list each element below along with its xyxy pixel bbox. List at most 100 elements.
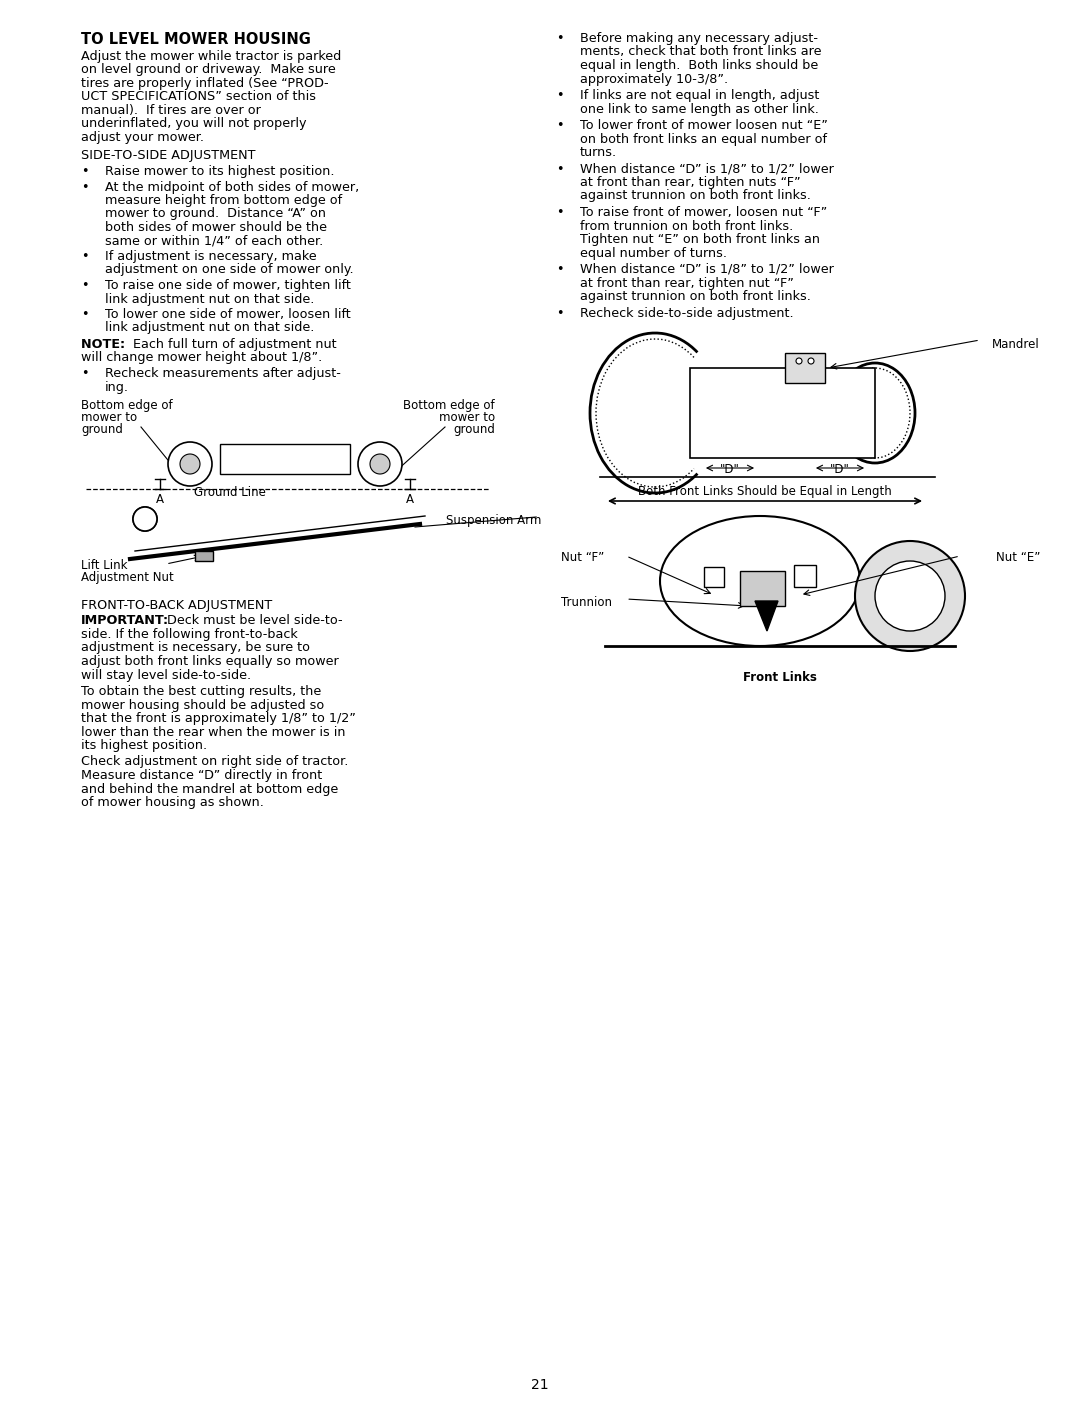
- Text: •: •: [556, 32, 564, 45]
- Text: ing.: ing.: [105, 380, 129, 394]
- Text: Bottom edge of: Bottom edge of: [403, 400, 495, 412]
- Text: adjustment on one side of mower only.: adjustment on one side of mower only.: [105, 264, 353, 276]
- Text: against trunnion on both front links.: against trunnion on both front links.: [580, 290, 811, 303]
- Text: •: •: [556, 307, 564, 320]
- Polygon shape: [755, 601, 778, 631]
- Text: "D": "D": [831, 463, 850, 477]
- Text: Adjust the mower while tractor is parked: Adjust the mower while tractor is parked: [81, 50, 341, 63]
- Text: adjust both front links equally so mower: adjust both front links equally so mower: [81, 655, 339, 667]
- Text: •: •: [556, 264, 564, 276]
- Text: Trunnion: Trunnion: [562, 596, 612, 608]
- Text: Adjustment Nut: Adjustment Nut: [81, 571, 174, 585]
- Text: A: A: [406, 494, 414, 506]
- Text: Nut “F”: Nut “F”: [562, 551, 605, 564]
- Text: tires are properly inflated (See “PROD-: tires are properly inflated (See “PROD-: [81, 77, 328, 90]
- Text: NOTE:: NOTE:: [81, 338, 134, 350]
- Circle shape: [180, 454, 200, 474]
- Text: that the front is approximately 1/8” to 1/2”: that the front is approximately 1/8” to …: [81, 712, 356, 725]
- Text: its highest position.: its highest position.: [81, 739, 207, 751]
- Text: •: •: [81, 250, 89, 264]
- Text: If links are not equal in length, adjust: If links are not equal in length, adjust: [580, 88, 820, 102]
- Text: Raise mower to its highest position.: Raise mower to its highest position.: [105, 165, 335, 178]
- Text: against trunnion on both front links.: against trunnion on both front links.: [580, 189, 811, 202]
- Text: FRONT-TO-BACK ADJUSTMENT: FRONT-TO-BACK ADJUSTMENT: [81, 599, 272, 613]
- Text: both sides of mower should be the: both sides of mower should be the: [105, 222, 327, 234]
- Circle shape: [357, 442, 402, 486]
- Text: "D": "D": [720, 463, 740, 477]
- Bar: [195, 551, 213, 561]
- Text: lower than the rear when the mower is in: lower than the rear when the mower is in: [81, 725, 346, 739]
- Text: ground: ground: [81, 423, 123, 436]
- Text: ground: ground: [454, 423, 495, 436]
- Text: •: •: [556, 163, 564, 175]
- Text: •: •: [556, 119, 564, 132]
- Text: •: •: [81, 165, 89, 178]
- Text: At the midpoint of both sides of mower,: At the midpoint of both sides of mower,: [105, 181, 359, 193]
- Text: •: •: [556, 88, 564, 102]
- Text: mower to: mower to: [438, 411, 495, 423]
- Text: equal number of turns.: equal number of turns.: [580, 247, 727, 259]
- Text: Tighten nut “E” on both front links an: Tighten nut “E” on both front links an: [580, 233, 820, 245]
- Text: mower housing should be adjusted so: mower housing should be adjusted so: [81, 698, 324, 711]
- Text: Each full turn of adjustment nut: Each full turn of adjustment nut: [133, 338, 337, 350]
- Ellipse shape: [660, 516, 860, 646]
- Text: at front than rear, tighten nuts “F”: at front than rear, tighten nuts “F”: [580, 177, 800, 189]
- Bar: [690, 367, 875, 458]
- Text: ments, check that both front links are: ments, check that both front links are: [580, 45, 822, 59]
- Text: Before making any necessary adjust-: Before making any necessary adjust-: [580, 32, 818, 45]
- Text: measure height from bottom edge of: measure height from bottom edge of: [105, 193, 342, 207]
- Text: Deck must be level side-to-: Deck must be level side-to-: [159, 614, 342, 628]
- Bar: [785, 353, 825, 383]
- Text: will stay level side-to-side.: will stay level side-to-side.: [81, 669, 252, 681]
- Text: turns.: turns.: [580, 146, 617, 158]
- Text: adjustment is necessary, be sure to: adjustment is necessary, be sure to: [81, 642, 310, 655]
- Text: underinflated, you will not properly: underinflated, you will not properly: [81, 118, 307, 130]
- Circle shape: [808, 358, 814, 365]
- Text: To raise one side of mower, tighten lift: To raise one side of mower, tighten lift: [105, 279, 351, 292]
- Circle shape: [855, 541, 966, 651]
- Text: Nut “E”: Nut “E”: [996, 551, 1040, 564]
- Text: •: •: [81, 279, 89, 292]
- Text: Check adjustment on right side of tractor.: Check adjustment on right side of tracto…: [81, 756, 349, 768]
- Text: Ground Line: Ground Line: [194, 486, 266, 499]
- FancyBboxPatch shape: [704, 566, 724, 587]
- Text: A: A: [156, 494, 164, 506]
- Text: link adjustment nut on that side.: link adjustment nut on that side.: [105, 321, 314, 335]
- Text: one link to same length as other link.: one link to same length as other link.: [580, 102, 819, 115]
- Text: •: •: [81, 367, 89, 380]
- Text: When distance “D” is 1/8” to 1/2” lower: When distance “D” is 1/8” to 1/2” lower: [580, 264, 834, 276]
- Text: mower to ground.  Distance “A” on: mower to ground. Distance “A” on: [105, 207, 326, 220]
- Text: •: •: [556, 206, 564, 219]
- Text: on level ground or driveway.  Make sure: on level ground or driveway. Make sure: [81, 63, 336, 77]
- Text: of mower housing as shown.: of mower housing as shown.: [81, 796, 264, 809]
- Circle shape: [168, 442, 212, 486]
- Text: •: •: [81, 308, 89, 321]
- Text: To lower front of mower loosen nut “E”: To lower front of mower loosen nut “E”: [580, 119, 828, 132]
- FancyBboxPatch shape: [794, 565, 816, 587]
- Text: and behind the mandrel at bottom edge: and behind the mandrel at bottom edge: [81, 782, 338, 795]
- Text: approximately 10-3/8”.: approximately 10-3/8”.: [580, 73, 728, 86]
- Text: To lower one side of mower, loosen lift: To lower one side of mower, loosen lift: [105, 308, 351, 321]
- Bar: [740, 571, 785, 606]
- Circle shape: [370, 454, 390, 474]
- Text: Both Front Links Should be Equal in Length: Both Front Links Should be Equal in Leng…: [638, 485, 892, 498]
- Text: manual).  If tires are over or: manual). If tires are over or: [81, 104, 261, 116]
- Text: To raise front of mower, loosen nut “F”: To raise front of mower, loosen nut “F”: [580, 206, 827, 219]
- Text: adjust your mower.: adjust your mower.: [81, 130, 204, 144]
- Text: from trunnion on both front links.: from trunnion on both front links.: [580, 220, 793, 233]
- Text: Front Links: Front Links: [743, 672, 816, 684]
- Text: Bottom edge of: Bottom edge of: [81, 400, 173, 412]
- Text: To obtain the best cutting results, the: To obtain the best cutting results, the: [81, 686, 321, 698]
- Text: same or within 1/4” of each other.: same or within 1/4” of each other.: [105, 234, 323, 248]
- Circle shape: [796, 358, 802, 365]
- Text: Measure distance “D” directly in front: Measure distance “D” directly in front: [81, 770, 322, 782]
- Text: UCT SPECIFICATIONS” section of this: UCT SPECIFICATIONS” section of this: [81, 91, 316, 104]
- Text: TO LEVEL MOWER HOUSING: TO LEVEL MOWER HOUSING: [81, 32, 311, 48]
- Text: on both front links an equal number of: on both front links an equal number of: [580, 133, 827, 146]
- Circle shape: [875, 561, 945, 631]
- Bar: [220, 444, 350, 474]
- Circle shape: [133, 508, 157, 531]
- Text: mower to: mower to: [81, 411, 137, 423]
- Text: IMPORTANT:: IMPORTANT:: [81, 614, 170, 628]
- Text: side. If the following front-to-back: side. If the following front-to-back: [81, 628, 298, 641]
